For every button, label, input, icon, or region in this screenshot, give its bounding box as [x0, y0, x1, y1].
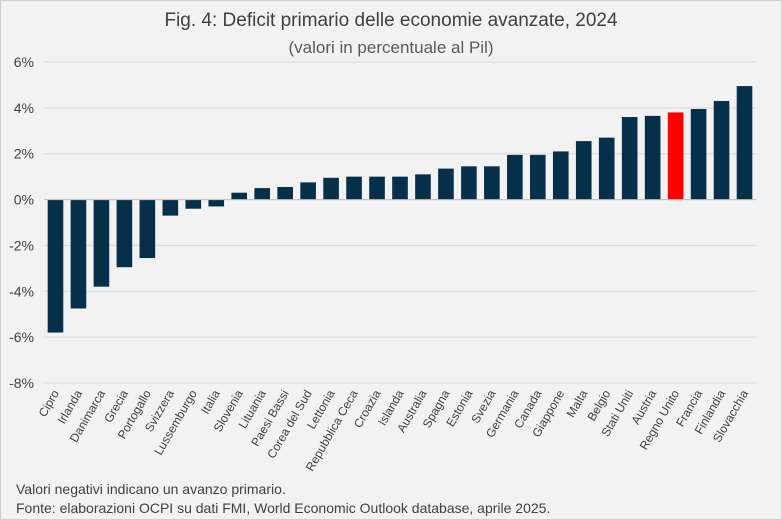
- y-tick-label: -2%: [9, 237, 34, 253]
- y-tick-label: -8%: [9, 375, 34, 391]
- bar: [461, 166, 477, 199]
- bar: [645, 116, 661, 200]
- bar: [140, 200, 156, 258]
- bar: [691, 109, 707, 200]
- bar: [117, 200, 133, 268]
- y-tick-label: 6%: [14, 54, 34, 70]
- y-tick-label: -6%: [9, 329, 34, 345]
- bar: [553, 151, 569, 199]
- bar: [300, 182, 316, 199]
- bar: [415, 174, 431, 199]
- bar: [369, 177, 385, 200]
- note-negative-values: Valori negativi indicano un avanzo prima…: [16, 480, 550, 499]
- bar: [185, 200, 201, 209]
- y-tick-label: 4%: [14, 100, 34, 116]
- bar: [323, 178, 339, 200]
- bar: [254, 188, 270, 199]
- bar: [714, 101, 730, 200]
- y-tick-label: 0%: [14, 192, 34, 208]
- bar: [277, 187, 293, 200]
- bar: [599, 138, 615, 200]
- bar: [668, 112, 684, 199]
- bar: [576, 141, 592, 199]
- bar: [507, 155, 523, 200]
- bar: [208, 200, 224, 207]
- bar: [438, 169, 454, 200]
- bar-chart: -8%-6%-4%-2%0%2%4%6%CiproIrlandaDanimarc…: [0, 0, 782, 520]
- bar: [530, 155, 546, 200]
- bar: [48, 200, 64, 333]
- bar: [231, 193, 247, 200]
- bar: [484, 166, 500, 199]
- bar: [737, 86, 753, 199]
- bar: [163, 200, 179, 216]
- chart-notes: Valori negativi indicano un avanzo prima…: [16, 480, 550, 518]
- bar: [94, 200, 110, 287]
- y-tick-label: 2%: [14, 146, 34, 162]
- bar: [392, 177, 408, 200]
- note-source: Fonte: elaborazioni OCPI su dati FMI, Wo…: [16, 499, 550, 518]
- bar: [346, 177, 362, 200]
- y-tick-label: -4%: [9, 283, 34, 299]
- bar: [622, 117, 638, 200]
- bar: [71, 200, 87, 309]
